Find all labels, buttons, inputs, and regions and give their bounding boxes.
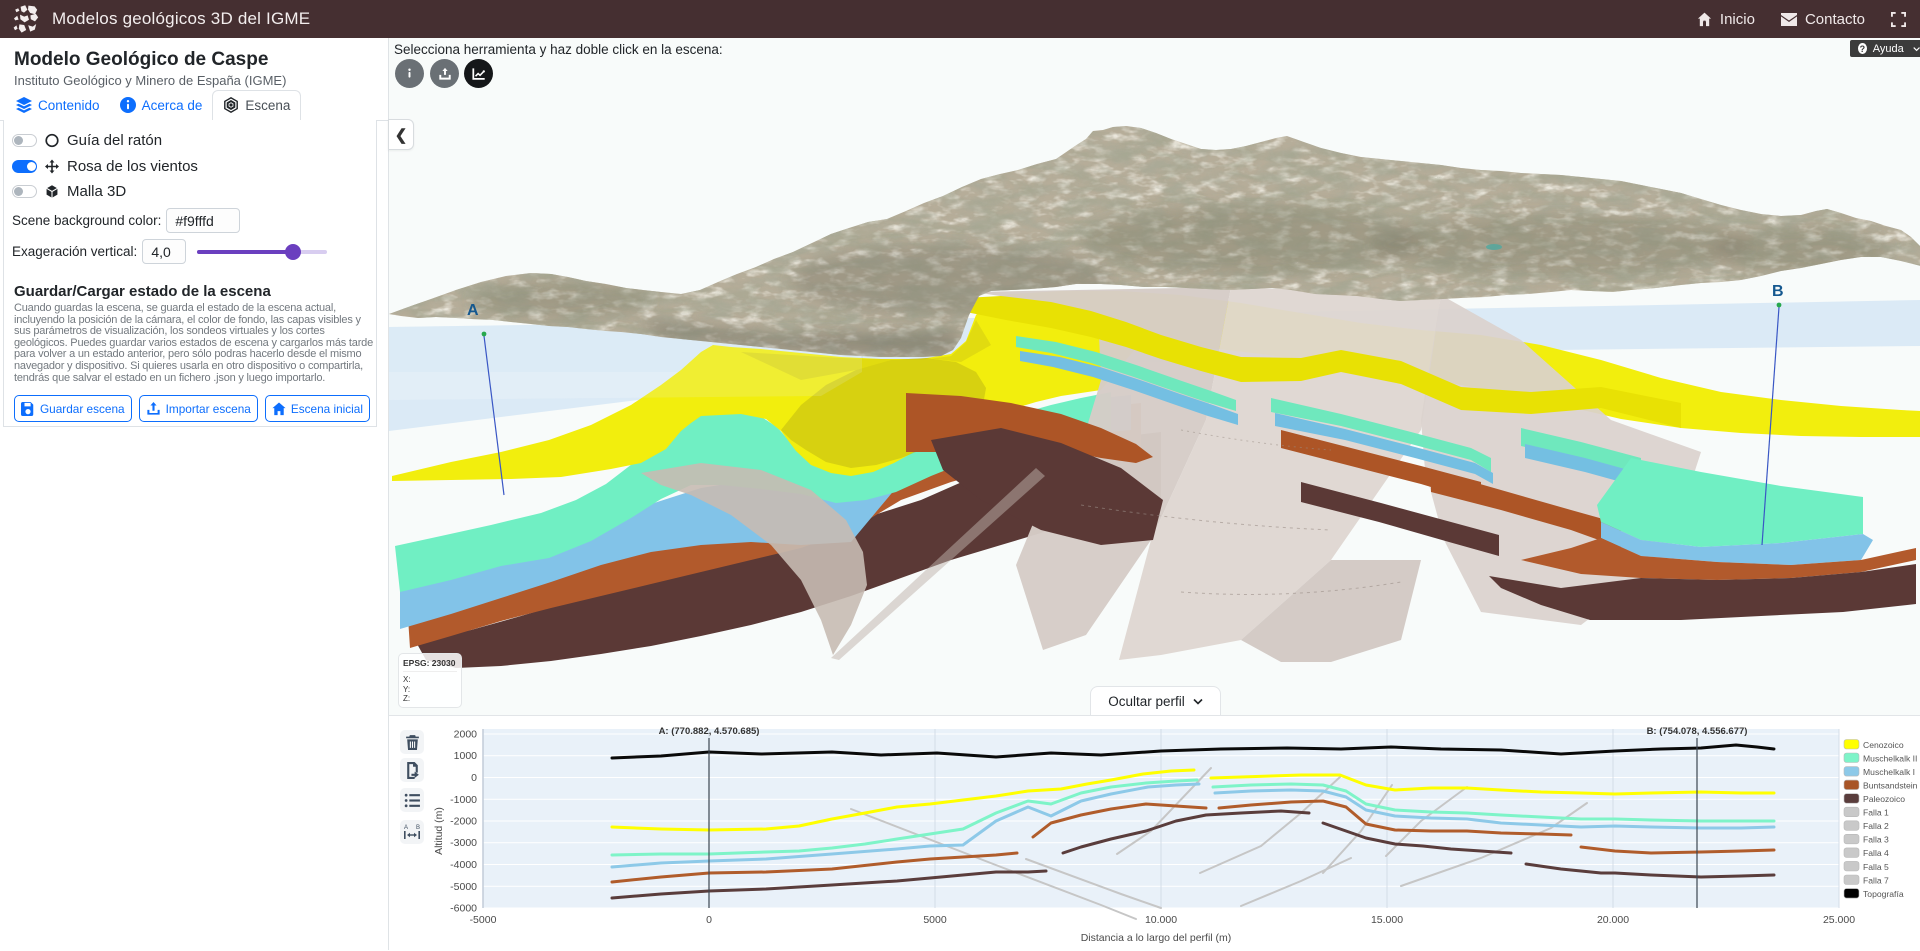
svg-text:B: B: [416, 825, 420, 831]
svg-text:15.000: 15.000: [1371, 914, 1403, 926]
svg-text:A: A: [467, 302, 479, 319]
svg-text:Falla 4: Falla 4: [1863, 848, 1889, 858]
svg-text:1000: 1000: [454, 750, 478, 762]
svg-text:Muschelkalk II: Muschelkalk II: [1863, 753, 1917, 763]
svg-text:Falla 2: Falla 2: [1863, 821, 1889, 831]
svg-text:Distancia a lo largo del perfi: Distancia a lo largo del perfil (m): [1081, 932, 1232, 944]
svg-text:Topografía: Topografía: [1863, 889, 1904, 899]
svg-text:Falla 1: Falla 1: [1863, 808, 1889, 818]
svg-text:Falla 5: Falla 5: [1863, 862, 1889, 872]
svg-text:-5000: -5000: [450, 881, 477, 893]
svg-text:-6000: -6000: [450, 903, 477, 915]
svg-text:-5000: -5000: [470, 914, 497, 926]
svg-text:B: B: [1772, 283, 1784, 300]
svg-text:Paleozoico: Paleozoico: [1863, 794, 1905, 804]
svg-text:0: 0: [471, 772, 477, 784]
svg-text:Altitud (m): Altitud (m): [433, 807, 445, 855]
svg-text:Cenozoico: Cenozoico: [1863, 740, 1904, 750]
svg-text:10.000: 10.000: [1145, 914, 1177, 926]
svg-text:Falla 3: Falla 3: [1863, 835, 1889, 845]
svg-text:0: 0: [706, 914, 712, 926]
svg-text:-4000: -4000: [450, 859, 477, 871]
svg-text:Muschelkalk I: Muschelkalk I: [1863, 767, 1915, 777]
svg-text:20.000: 20.000: [1597, 914, 1629, 926]
svg-text:Falla 7: Falla 7: [1863, 875, 1889, 885]
svg-text:B: (754.078, 4.556.677): B: (754.078, 4.556.677): [1647, 726, 1748, 737]
svg-text:25.000: 25.000: [1823, 914, 1855, 926]
svg-text:A: (770.882, 4.570.685): A: (770.882, 4.570.685): [659, 726, 760, 737]
svg-text:-3000: -3000: [450, 837, 477, 849]
svg-text:-2000: -2000: [450, 816, 477, 828]
svg-text:2000: 2000: [454, 729, 478, 741]
svg-text:5000: 5000: [923, 914, 947, 926]
svg-text:-1000: -1000: [450, 794, 477, 806]
svg-text:A: A: [404, 825, 408, 831]
svg-text:Buntsandstein: Buntsandstein: [1863, 780, 1918, 790]
